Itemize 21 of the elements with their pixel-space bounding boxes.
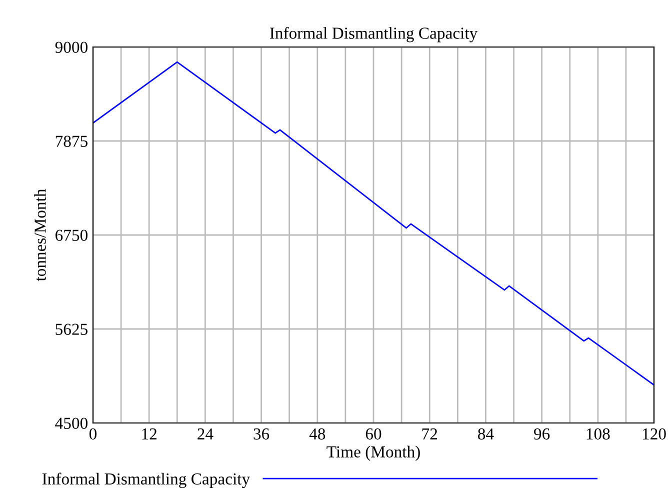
y-tick-label: 6750 bbox=[56, 230, 88, 241]
x-tick-label: 60 bbox=[366, 428, 382, 440]
y-axis-title: tonnes/Month bbox=[34, 188, 46, 282]
x-tick-label: 24 bbox=[198, 428, 214, 440]
x-tick-label: 108 bbox=[586, 428, 610, 440]
line-series bbox=[93, 61, 654, 386]
y-tick-label: 7875 bbox=[56, 136, 88, 147]
x-tick-label: 36 bbox=[254, 428, 270, 440]
x-tick-label: 120 bbox=[642, 428, 666, 440]
x-axis-title: Time (Month) bbox=[326, 446, 420, 461]
x-tick-label: 72 bbox=[422, 428, 438, 440]
y-tick-label: 4500 bbox=[55, 418, 88, 429]
x-tick-label: 96 bbox=[534, 428, 550, 440]
y-tick-label: 5625 bbox=[56, 324, 88, 335]
x-tick-label: 0 bbox=[89, 428, 97, 440]
text: Informal Dismantling Capacity bbox=[42, 472, 250, 488]
y-tick-label: 9000 bbox=[55, 42, 88, 53]
chart-title: Informal Dismantling Capacity bbox=[270, 26, 478, 42]
x-tick-label: 12 bbox=[142, 428, 157, 440]
x-tick-label: 84 bbox=[478, 428, 494, 440]
x-tick-label: 48 bbox=[309, 428, 326, 440]
